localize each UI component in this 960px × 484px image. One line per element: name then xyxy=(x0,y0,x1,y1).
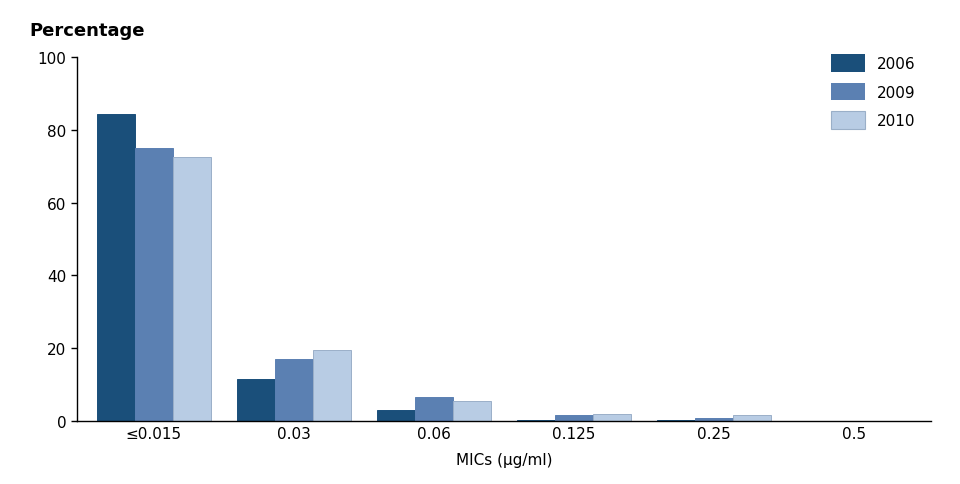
X-axis label: MICs (μg/ml): MICs (μg/ml) xyxy=(456,452,552,467)
Bar xyxy=(275,359,313,421)
Bar xyxy=(173,158,210,421)
Bar xyxy=(135,149,173,421)
Bar xyxy=(237,379,275,421)
Bar xyxy=(733,416,771,421)
Bar xyxy=(97,114,135,421)
Bar xyxy=(658,420,695,421)
Bar xyxy=(555,416,593,421)
Bar xyxy=(593,414,631,421)
Legend: 2006, 2009, 2010: 2006, 2009, 2010 xyxy=(824,47,924,137)
Bar xyxy=(415,397,453,421)
Bar xyxy=(695,418,733,421)
Bar xyxy=(453,401,491,421)
Text: Percentage: Percentage xyxy=(30,22,145,40)
Bar xyxy=(377,410,415,421)
Bar xyxy=(517,420,555,421)
Bar xyxy=(313,350,350,421)
